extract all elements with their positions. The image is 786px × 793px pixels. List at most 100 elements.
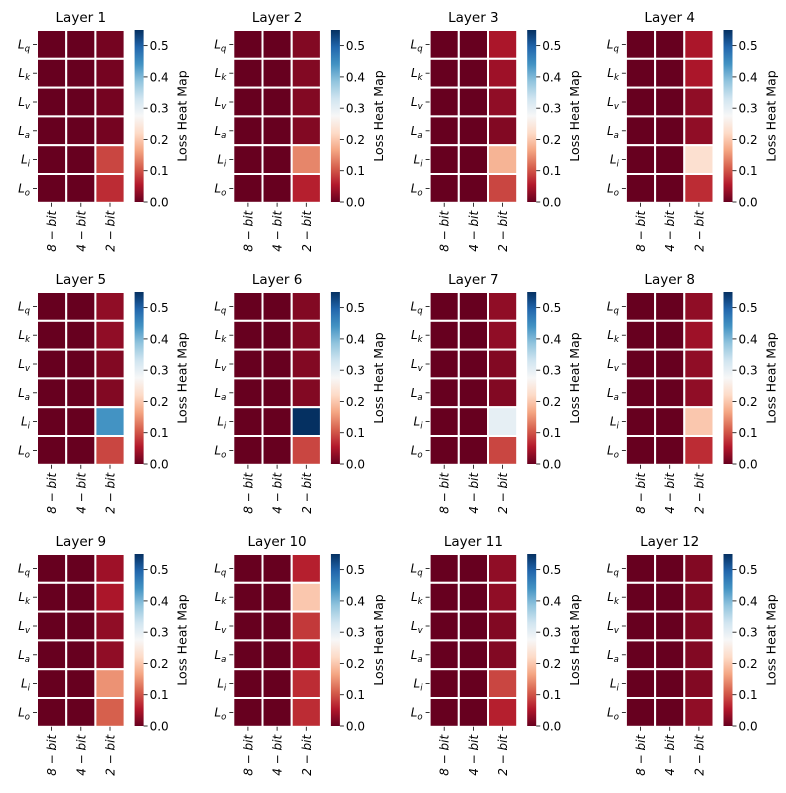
row-label-base: L: [607, 299, 614, 313]
row-label-sub: k: [418, 73, 424, 83]
heatmap-cell: [624, 406, 657, 438]
colorbar-tick-label: 0.2: [150, 133, 169, 147]
heatmap-cell: [428, 406, 460, 438]
heatmap-cell: [428, 29, 460, 60]
heatmap-cell: [65, 291, 97, 322]
colorbar-tick-label: 0.4: [739, 70, 758, 84]
heatmap-cell: [94, 144, 126, 175]
row-label: La: [607, 386, 619, 403]
row-label-base: L: [18, 648, 25, 662]
heatmap-cell: [624, 377, 657, 409]
heatmap-cell: [624, 291, 657, 322]
row-label-base: L: [607, 357, 614, 371]
panel-title: Layer 1: [56, 10, 107, 26]
colorbar: [723, 292, 733, 464]
row-label-sub: q: [221, 306, 227, 316]
row-label-sub: v: [614, 364, 620, 374]
row-label-sub: k: [25, 335, 31, 345]
heatmap-cell: [94, 29, 126, 60]
heatmap-cell: [457, 144, 489, 175]
row-label-sub: a: [25, 131, 30, 141]
heatmap-cell: [36, 668, 68, 700]
row-label: Lq: [18, 299, 31, 316]
colorbar-tick-label: 0.1: [150, 164, 169, 178]
row-label-sub: a: [614, 393, 619, 403]
panel-title: Layer 10: [248, 534, 307, 550]
heatmap-cell: [261, 115, 293, 147]
colorbar-label: Loss Heat Map: [175, 70, 190, 161]
heatmap-cell: [624, 144, 657, 175]
row-label: Lv: [411, 95, 424, 112]
heatmap-cell: [428, 144, 460, 175]
row-label-base: L: [18, 705, 25, 719]
heatmap-cell: [654, 610, 686, 642]
row-label-sub: q: [221, 568, 227, 578]
row-label: Li: [414, 153, 424, 170]
row-label-base: L: [607, 37, 614, 51]
col-label: 8 − bit: [438, 472, 452, 514]
heatmap-cell: [36, 406, 68, 438]
heatmap-cell: [624, 115, 657, 147]
heatmap-cell: [232, 553, 264, 584]
row-label-base: L: [411, 561, 418, 575]
row-label-sub: a: [417, 131, 422, 141]
row-label: Lk: [215, 590, 228, 607]
row-label-base: L: [214, 181, 221, 195]
heatmap-cell: [487, 377, 519, 409]
row-label-sub: a: [417, 655, 422, 665]
heatmap-cell: [654, 57, 686, 89]
row-label-base: L: [18, 37, 25, 51]
row-label: La: [607, 648, 619, 665]
row-label: La: [411, 648, 423, 665]
row-label: Lv: [215, 619, 228, 636]
colorbar-tick-label: 0.2: [542, 657, 561, 671]
row-label-sub: v: [25, 626, 31, 636]
heatmap-cell: [683, 553, 715, 584]
heatmap-cell: [65, 57, 97, 89]
row-label: Lq: [214, 299, 227, 316]
colorbar-tick-label: 0.4: [346, 70, 365, 84]
heatmap-cell: [428, 610, 460, 642]
col-label: 2 − bit: [104, 734, 118, 776]
heatmap-cell: [487, 553, 519, 584]
heatmap-cell: [457, 435, 489, 466]
row-label: Lq: [607, 561, 620, 578]
panel-title: Layer 12: [640, 534, 699, 550]
heatmap-cell: [94, 115, 126, 147]
colorbar-tick-label: 0.2: [542, 395, 561, 409]
panel-title: Layer 11: [444, 534, 503, 550]
heatmap-cell: [94, 348, 126, 380]
heatmap-cell: [261, 348, 293, 380]
colorbar-tick-label: 0.4: [542, 70, 561, 84]
heatmap-cell: [487, 115, 519, 147]
row-label-base: L: [217, 415, 224, 429]
row-label: Lq: [18, 37, 31, 54]
row-label-base: L: [18, 590, 25, 604]
heatmap-cell: [428, 668, 460, 700]
heatmap-cell: [654, 115, 686, 147]
heatmap-cell: [654, 581, 686, 613]
row-label-sub: o: [25, 450, 30, 460]
row-label-base: L: [411, 705, 418, 719]
row-label: Li: [217, 677, 227, 694]
colorbar-tick-label: 0.2: [542, 133, 561, 147]
row-label-base: L: [215, 619, 222, 633]
heatmap-cell: [487, 581, 519, 613]
row-label-base: L: [18, 357, 25, 371]
row-label: Lv: [411, 619, 424, 636]
heatmap-cell: [290, 29, 322, 60]
row-label-base: L: [217, 677, 224, 691]
heatmap-cell: [683, 29, 715, 60]
colorbar-tick-label: 0.5: [346, 301, 365, 315]
col-label: 4 − bit: [467, 734, 481, 776]
row-label-sub: q: [417, 568, 423, 578]
row-label-base: L: [411, 357, 418, 371]
row-label-sub: v: [418, 626, 424, 636]
heatmap-cell: [487, 29, 519, 60]
heatmap-cell: [654, 435, 686, 466]
heatmap-cell: [65, 697, 97, 728]
row-label-sub: i: [420, 684, 423, 694]
colorbar-tick-label: 0.0: [150, 196, 169, 210]
